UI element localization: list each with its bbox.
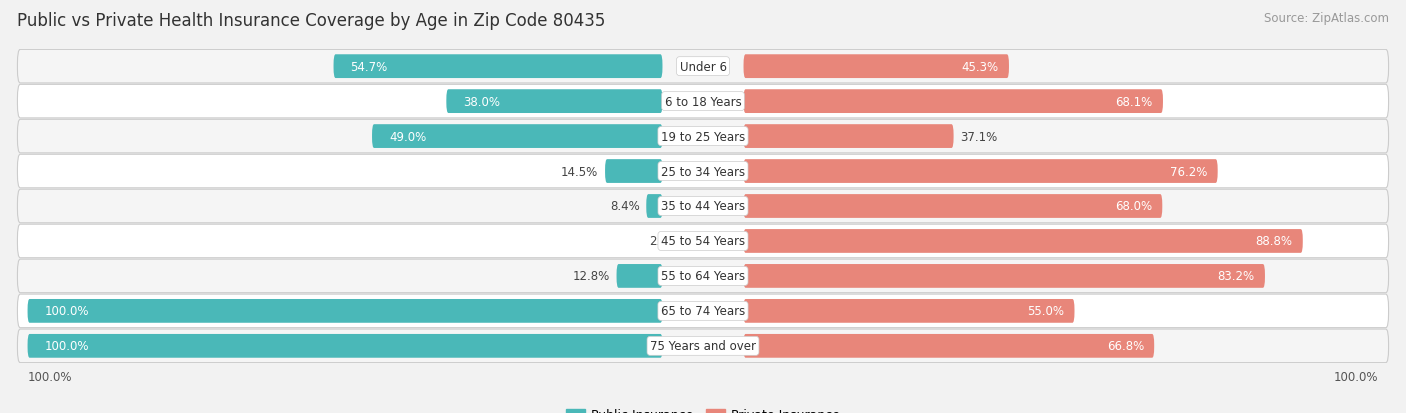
Text: 14.5%: 14.5% — [561, 165, 599, 178]
Text: 66.8%: 66.8% — [1107, 339, 1144, 352]
FancyBboxPatch shape — [617, 264, 662, 288]
Text: 65 to 74 Years: 65 to 74 Years — [661, 305, 745, 318]
FancyBboxPatch shape — [744, 55, 1010, 79]
Text: 8.4%: 8.4% — [610, 200, 640, 213]
Text: 35 to 44 Years: 35 to 44 Years — [661, 200, 745, 213]
Text: 45.3%: 45.3% — [962, 61, 998, 74]
Text: 38.0%: 38.0% — [463, 95, 501, 108]
Text: Public vs Private Health Insurance Coverage by Age in Zip Code 80435: Public vs Private Health Insurance Cover… — [17, 12, 605, 30]
FancyBboxPatch shape — [744, 195, 1163, 218]
FancyBboxPatch shape — [744, 160, 1218, 183]
FancyBboxPatch shape — [17, 120, 1389, 154]
Text: 75 Years and over: 75 Years and over — [650, 339, 756, 352]
FancyBboxPatch shape — [17, 190, 1389, 223]
Text: 54.7%: 54.7% — [350, 61, 388, 74]
Text: 100.0%: 100.0% — [45, 305, 89, 318]
Text: 25 to 34 Years: 25 to 34 Years — [661, 165, 745, 178]
Text: Under 6: Under 6 — [679, 61, 727, 74]
Text: 88.8%: 88.8% — [1256, 235, 1292, 248]
FancyBboxPatch shape — [647, 195, 662, 218]
FancyBboxPatch shape — [744, 334, 1154, 358]
FancyBboxPatch shape — [373, 125, 662, 149]
FancyBboxPatch shape — [744, 299, 1074, 323]
FancyBboxPatch shape — [744, 125, 953, 149]
Text: 45 to 54 Years: 45 to 54 Years — [661, 235, 745, 248]
Text: 19 to 25 Years: 19 to 25 Years — [661, 130, 745, 143]
Text: 100.0%: 100.0% — [1334, 370, 1378, 383]
Text: Source: ZipAtlas.com: Source: ZipAtlas.com — [1264, 12, 1389, 25]
Text: 68.1%: 68.1% — [1115, 95, 1153, 108]
FancyBboxPatch shape — [17, 155, 1389, 188]
FancyBboxPatch shape — [17, 85, 1389, 119]
Text: 100.0%: 100.0% — [28, 370, 72, 383]
FancyBboxPatch shape — [17, 50, 1389, 84]
FancyBboxPatch shape — [333, 55, 662, 79]
Text: 37.1%: 37.1% — [960, 130, 998, 143]
Text: 83.2%: 83.2% — [1218, 270, 1254, 283]
Text: 100.0%: 100.0% — [45, 339, 89, 352]
FancyBboxPatch shape — [744, 230, 1303, 253]
Text: 55 to 64 Years: 55 to 64 Years — [661, 270, 745, 283]
Text: 6 to 18 Years: 6 to 18 Years — [665, 95, 741, 108]
FancyBboxPatch shape — [744, 90, 1163, 114]
Text: 12.8%: 12.8% — [572, 270, 610, 283]
FancyBboxPatch shape — [17, 259, 1389, 293]
FancyBboxPatch shape — [17, 329, 1389, 363]
FancyBboxPatch shape — [28, 334, 662, 358]
Legend: Public Insurance, Private Insurance: Public Insurance, Private Insurance — [561, 404, 845, 413]
FancyBboxPatch shape — [744, 264, 1265, 288]
Text: 49.0%: 49.0% — [389, 130, 426, 143]
Text: 68.0%: 68.0% — [1115, 200, 1152, 213]
FancyBboxPatch shape — [17, 225, 1389, 258]
FancyBboxPatch shape — [17, 294, 1389, 328]
Text: 2.5%: 2.5% — [650, 235, 679, 248]
FancyBboxPatch shape — [446, 90, 662, 114]
FancyBboxPatch shape — [605, 160, 662, 183]
Text: 76.2%: 76.2% — [1170, 165, 1208, 178]
Text: 55.0%: 55.0% — [1028, 305, 1064, 318]
FancyBboxPatch shape — [28, 299, 662, 323]
